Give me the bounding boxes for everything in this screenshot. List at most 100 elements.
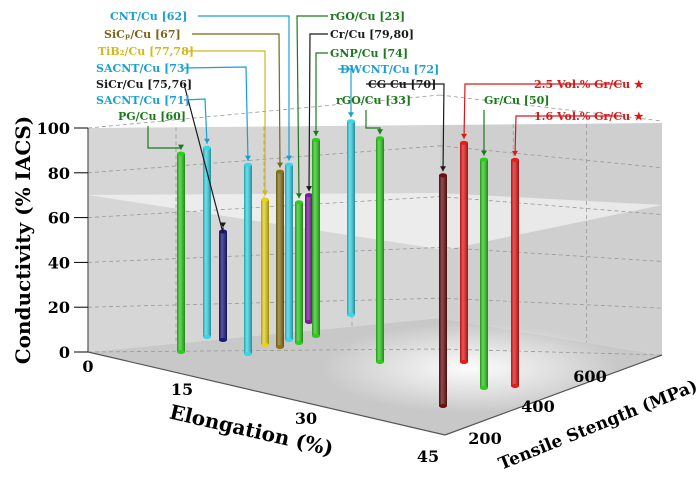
bar-label: 1.6 Vol.% Gr/Cu ★ — [534, 110, 644, 123]
bar-label: CG Cu [70] — [368, 78, 436, 91]
leader-path — [183, 98, 208, 144]
x-tick-label: 0 — [82, 357, 93, 376]
bar-label: SiCr/Cu [75,76] — [96, 78, 192, 91]
bar-shading — [244, 164, 252, 354]
leader-line — [183, 66, 251, 161]
bar-sacnt-cu-71- — [203, 145, 211, 339]
bar-base — [244, 352, 252, 356]
bar-label: rGO/Cu [23] — [330, 10, 405, 23]
bar-shading — [511, 159, 519, 386]
leader-line — [296, 15, 328, 199]
leader-arrow — [306, 186, 312, 192]
z-tick-label: 40 — [48, 253, 70, 272]
leader-arrow — [512, 150, 518, 156]
leader-arrow — [277, 162, 283, 168]
bar-shading — [376, 138, 384, 362]
leader-line — [313, 52, 328, 136]
leader-arrow — [481, 150, 487, 156]
bar-base — [511, 384, 519, 388]
bar-label: CNT/Cu [62] — [110, 10, 187, 23]
y-axis-ticks: 200 400 600 — [468, 367, 606, 448]
bar-shading — [261, 199, 269, 345]
gridline-z-right — [439, 247, 663, 262]
leader-line — [366, 83, 446, 172]
gridline-z — [87, 348, 441, 353]
z-axis-title: Conductivity (% IACS) — [11, 116, 35, 365]
bar-shading — [305, 195, 313, 322]
bar-cap — [244, 162, 252, 167]
right-back-wall — [440, 123, 662, 355]
bar-sicp-cu-67- — [276, 169, 284, 349]
leader-line — [147, 126, 184, 150]
leader-arrow — [204, 138, 210, 144]
z-axis-ticks: 0 20 40 60 80 100 — [37, 119, 88, 362]
bar-shading — [439, 175, 447, 406]
leader-arrow — [262, 190, 268, 196]
leader-line — [186, 50, 268, 196]
bar-base — [439, 404, 447, 408]
bar-base — [285, 338, 293, 342]
bar-cap — [312, 137, 320, 142]
gridline-z-right — [439, 196, 663, 215]
bar-label: GNP/Cu [74] — [330, 47, 408, 60]
bar-cap — [460, 140, 468, 145]
leader-line — [338, 68, 354, 118]
leader-line — [306, 33, 328, 192]
bar-sicr-cu-75-76- — [219, 229, 227, 342]
leader-arrow — [286, 155, 292, 161]
bar-shading — [295, 202, 303, 343]
leader-lines — [147, 15, 622, 234]
leader-arrow — [245, 155, 251, 161]
bar-2-5-vol-gr-cu — [460, 140, 468, 364]
x-tick-label: 30 — [295, 409, 317, 428]
bar-base — [480, 386, 488, 390]
bar-gr-cu-50- — [480, 157, 488, 390]
bar-shading — [285, 164, 293, 340]
leader-path — [366, 83, 445, 172]
y-tick-label: 200 — [468, 429, 501, 448]
bar-tib2-cu-77-78- — [261, 197, 269, 347]
x-tick-label: 15 — [171, 380, 193, 399]
bar-label: SiCₚ/Cu [67] — [104, 28, 181, 41]
leader-path — [183, 66, 249, 161]
bar-base — [347, 313, 355, 317]
leader-path — [183, 83, 224, 234]
bar-shading — [312, 139, 320, 336]
leader-path — [308, 33, 328, 192]
bar-label: Cr/Cu [79,80] — [330, 28, 414, 41]
leader-path — [198, 15, 290, 161]
floor-right-edge — [444, 354, 663, 436]
bar-base — [305, 320, 313, 324]
bar-label: SACNT/Cu [73] — [96, 62, 190, 75]
bar-cap — [439, 173, 447, 178]
z-tick-label: 80 — [48, 164, 70, 183]
leader-arrow — [440, 166, 446, 172]
z-tick-label: 60 — [48, 209, 70, 228]
gridline-z — [87, 94, 441, 129]
bar-cg-cu-70- — [439, 173, 447, 408]
leader-line — [512, 115, 622, 156]
bar-labels: PG/Cu [60] SACNT/Cu [71] SiCr/Cu [75,76] SA… — [96, 10, 644, 123]
bar-base — [261, 343, 269, 347]
leader-line — [192, 33, 283, 168]
leader-line — [183, 83, 226, 234]
bar-shading — [177, 153, 185, 352]
leader-arrow — [178, 144, 184, 150]
leader-arrow — [348, 112, 354, 118]
gridline-z-right — [439, 145, 663, 169]
bar-base — [177, 350, 185, 354]
x-axis-ticks: 0 15 30 45 — [82, 357, 439, 466]
bar-cap — [376, 136, 384, 141]
bar-cap — [511, 157, 519, 162]
x-tick-label: 45 — [417, 447, 439, 466]
leader-line — [481, 110, 487, 156]
bar-label: PG/Cu [60] — [118, 110, 186, 123]
bar-shading — [347, 121, 355, 316]
leader-path — [315, 52, 328, 136]
bar-label: TiB₂/Cu [77,78] — [98, 45, 194, 58]
bar-cnt-cu-62- — [285, 162, 293, 342]
leader-path — [186, 50, 266, 196]
bar-shading — [219, 231, 227, 340]
leader-line — [365, 110, 383, 135]
